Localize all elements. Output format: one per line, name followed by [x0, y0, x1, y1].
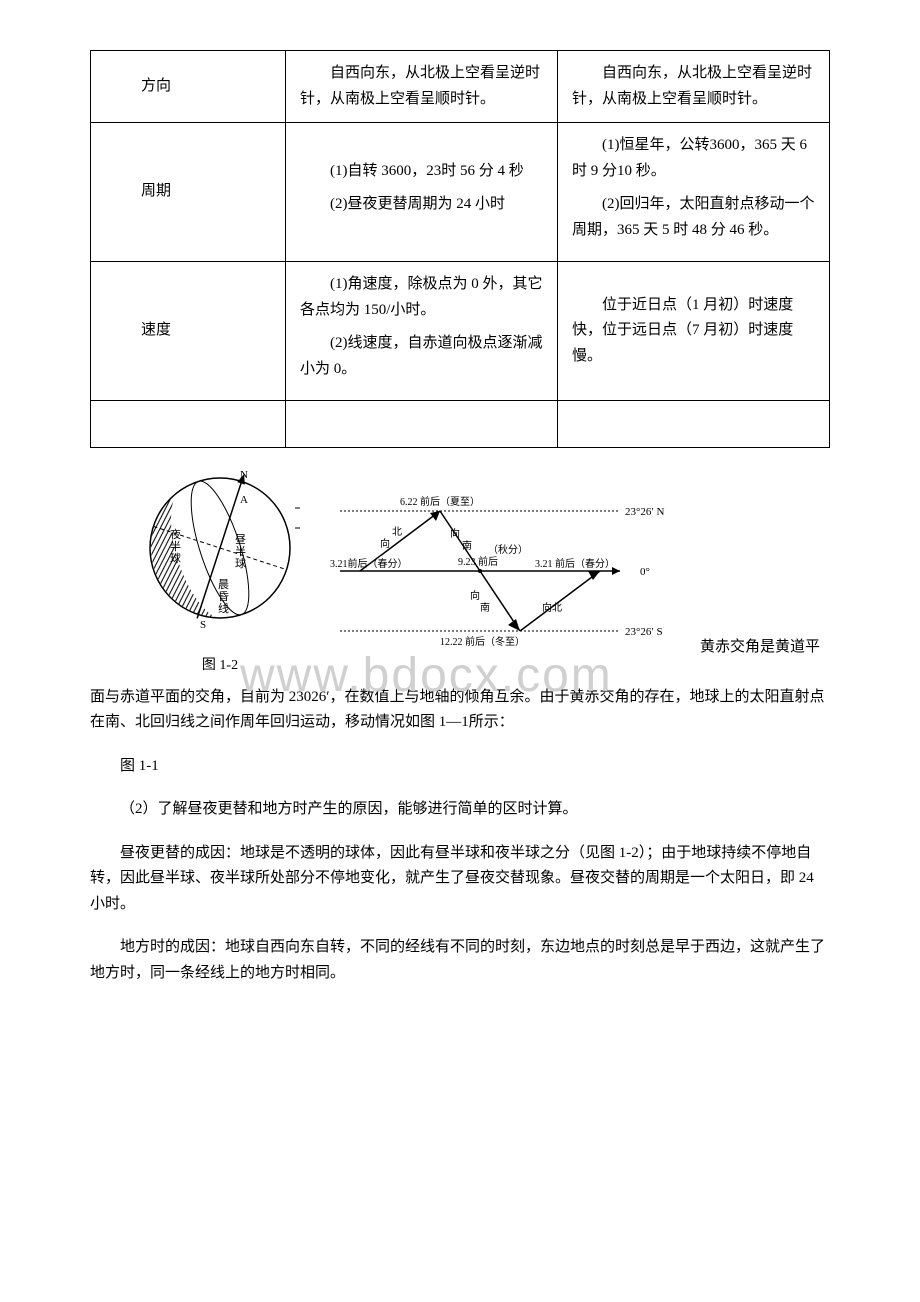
row-label: 方向 — [91, 51, 286, 123]
svg-text:向: 向 — [450, 527, 460, 540]
svg-text:北: 北 — [392, 526, 402, 538]
body-text: 面与赤道平面的交角，目前为 23026′，在数值上与地轴的倾角互余。由于黄赤交角… — [90, 685, 830, 987]
label-23s: 23°26′ S — [625, 626, 663, 638]
table-row-empty — [91, 401, 830, 448]
cell: 位于近日点（1 月初）时速度快，位于远日点（7 月初）时速度慢。 — [557, 262, 829, 401]
label-summer: 6.22 前后（夏至） — [400, 495, 480, 508]
label-autumn: 9.23 前后 — [458, 555, 498, 568]
cell: (1)恒星年，公转3600，365 天 6 时 9 分10 秒。 (2)回归年，… — [557, 123, 829, 262]
label-spring1: 3.21前后（春分） — [330, 557, 408, 570]
cell-para: (1)自转 3600，23时 56 分 4 秒 — [300, 159, 543, 185]
svg-text:向: 向 — [380, 537, 390, 550]
svg-text:（秋分）: （秋分） — [488, 543, 528, 556]
label-day: 昼 — [235, 533, 246, 546]
table-row: 周期 (1)自转 3600，23时 56 分 4 秒 (2)昼夜更替周期为 24… — [91, 123, 830, 262]
cell: (1)角速度，除极点为 0 外，其它各点均为 150/小时。 (2)线速度，自赤… — [286, 262, 558, 401]
svg-text:球: 球 — [235, 556, 246, 570]
inline-continuation: 黄赤交角是黄道平 — [700, 635, 820, 659]
cell: 自西向东，从北极上空看呈逆时针，从南极上空看呈顺时针。 — [557, 51, 829, 123]
para-fig-caption: 图 1-1 — [90, 754, 830, 780]
cell-para: (2)线速度，自赤道向极点逐渐减小为 0。 — [300, 331, 543, 382]
svg-text:半: 半 — [170, 539, 181, 553]
para-1-rest: 面与赤道平面的交角，目前为 23026′，在数值上与地轴的倾角互余。由于黄赤交角… — [90, 685, 830, 736]
cell-para: (2)昼夜更替周期为 24 小时 — [300, 192, 543, 218]
globe-caption: 图 1-2 — [140, 655, 300, 677]
label-terminator: 晨 — [218, 578, 229, 591]
svg-text:线: 线 — [218, 601, 229, 615]
svg-text:向北: 向北 — [542, 601, 562, 614]
diagram-row: N S A 夜 半 球 昼 半 球 晨 昏 线 图 1-2 — [140, 468, 830, 677]
svg-text:昏: 昏 — [218, 590, 229, 603]
label-night: 夜 — [170, 527, 181, 541]
path-svg: 6.22 前后（夏至） 23°26′ N 3.21前后（春分） 9.23 前后 … — [320, 491, 680, 651]
para-3: （2）了解昼夜更替和地方时产生的原因，能够进行简单的区时计算。 — [90, 797, 830, 823]
row-label: 速度 — [91, 262, 286, 401]
cell-empty — [557, 401, 829, 448]
cell: (1)自转 3600，23时 56 分 4 秒 (2)昼夜更替周期为 24 小时 — [286, 123, 558, 262]
svg-text:球: 球 — [170, 551, 181, 565]
svg-text:半: 半 — [235, 544, 246, 558]
label-spring2: 3.21 前后（春分） — [535, 557, 615, 570]
label-S: S — [200, 619, 206, 631]
svg-text:向: 向 — [470, 589, 480, 602]
para-4: 昼夜更替的成因：地球是不透明的球体，因此有昼半球和夜半球之分（见图 1-2）；由… — [90, 841, 830, 918]
label-A: A — [240, 494, 248, 506]
table-row: 方向 自西向东，从北极上空看呈逆时针，从南极上空看呈顺时针。 自西向东，从北极上… — [91, 51, 830, 123]
cell-para: (2)回归年，太阳直射点移动一个周期，365 天 5 时 48 分 46 秒。 — [572, 192, 815, 243]
svg-text:南: 南 — [480, 601, 490, 614]
cell-empty — [286, 401, 558, 448]
label-winter: 12.22 前后（冬至） — [440, 635, 525, 648]
globe-svg: N S A 夜 半 球 昼 半 球 晨 昏 线 — [140, 468, 300, 643]
solar-path-diagram: 6.22 前后（夏至） 23°26′ N 3.21前后（春分） 9.23 前后 … — [320, 491, 680, 659]
cell-para: (1)恒星年，公转3600，365 天 6 时 9 分10 秒。 — [572, 133, 815, 184]
label-0: 0° — [640, 566, 650, 578]
cell: 自西向东，从北极上空看呈逆时针，从南极上空看呈顺时针。 — [286, 51, 558, 123]
table-row: 速度 (1)角速度，除极点为 0 外，其它各点均为 150/小时。 (2)线速度… — [91, 262, 830, 401]
cell-empty — [91, 401, 286, 448]
cell-para: (1)角速度，除极点为 0 外，其它各点均为 150/小时。 — [300, 272, 543, 323]
label-N: N — [240, 469, 248, 481]
row-label: 周期 — [91, 123, 286, 262]
svg-text:南: 南 — [462, 539, 472, 552]
label-23n: 23°26′ N — [625, 506, 665, 518]
globe-diagram: N S A 夜 半 球 昼 半 球 晨 昏 线 图 1-2 — [140, 468, 300, 677]
para-5: 地方时的成因：地球自西向东自转，不同的经线有不同的时刻，东边地点的时刻总是早于西… — [90, 935, 830, 986]
comparison-table: 方向 自西向东，从北极上空看呈逆时针，从南极上空看呈顺时针。 自西向东，从北极上… — [90, 50, 830, 448]
